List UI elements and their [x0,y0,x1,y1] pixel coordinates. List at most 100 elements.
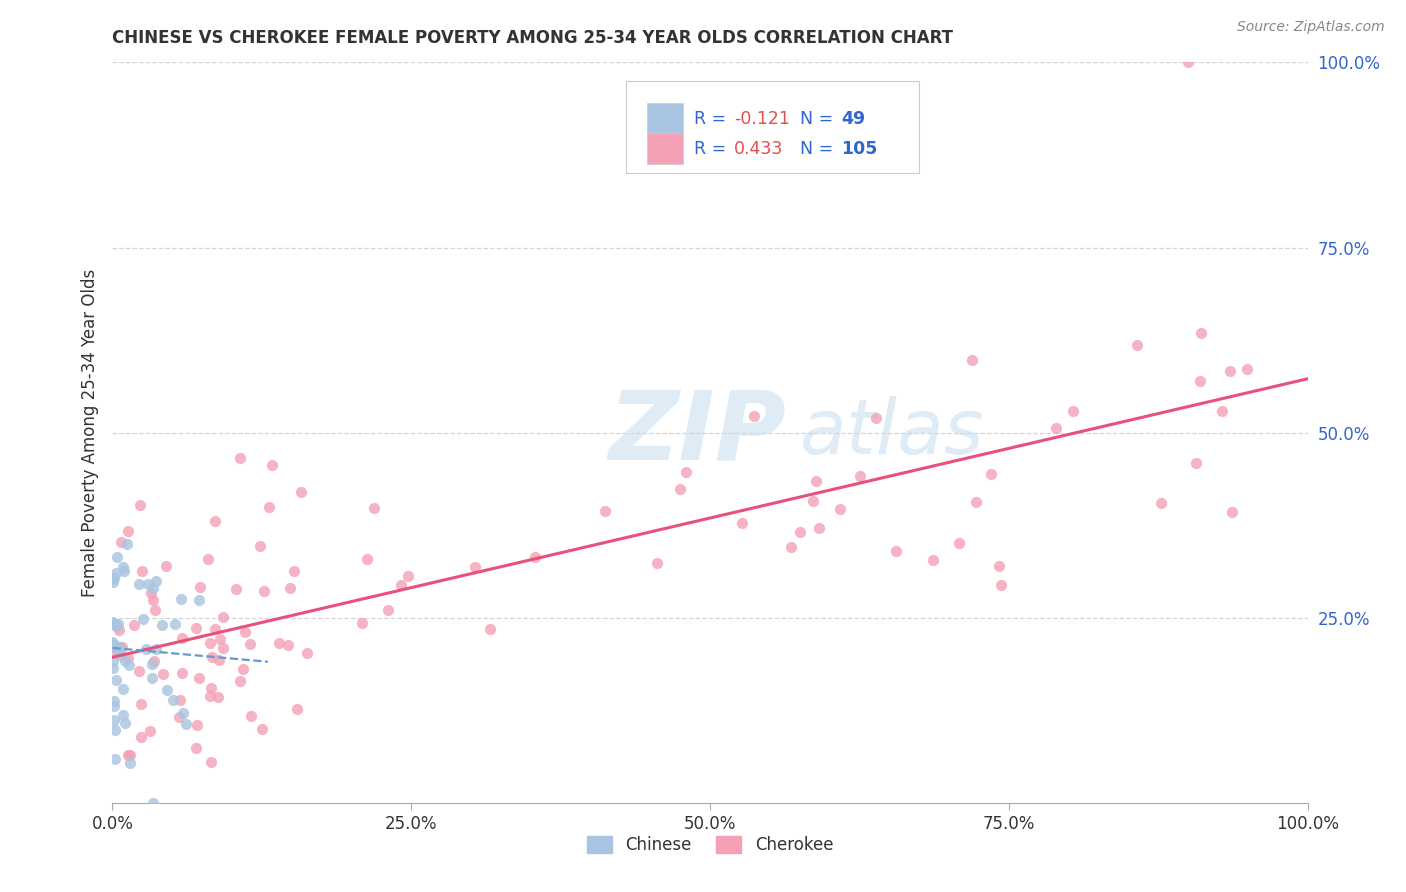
Text: N =: N = [800,139,838,158]
Point [118,756,141,771]
Point [105,566,128,580]
Point [948,536,970,550]
Point [229,451,252,466]
Point [801,493,824,508]
Point [142,796,165,810]
Point [965,495,987,509]
Point [129,730,152,744]
Point [104,723,127,738]
Point [669,482,692,496]
Point [104,616,127,631]
Point [290,485,312,500]
Point [257,500,280,515]
Point [1185,456,1208,470]
Point [200,689,222,703]
Point [1188,374,1211,388]
Point [297,646,319,660]
Point [111,560,134,574]
Point [112,564,135,578]
Point [1126,338,1149,352]
Point [208,652,231,666]
Point [135,642,157,657]
Point [101,635,124,649]
Text: R =: R = [695,139,733,158]
Point [283,564,305,578]
Point [108,648,131,662]
Point [152,667,174,681]
Point [250,722,273,736]
Legend: Chinese, Cherokee: Chinese, Cherokee [581,830,839,861]
Point [200,681,222,695]
Point [1149,495,1171,509]
Point [1222,505,1244,519]
Point [186,741,208,756]
Point [103,571,125,585]
Point [145,642,167,657]
Point [104,619,127,633]
Point [188,671,211,685]
Point [200,755,222,769]
Text: 105: 105 [842,139,877,158]
Point [142,592,165,607]
Point [165,616,187,631]
Point [104,618,127,632]
Point [675,466,697,480]
Point [103,645,125,659]
Point [464,560,486,574]
Point [143,655,166,669]
Point [479,622,502,636]
Point [111,682,134,697]
Point [980,467,1002,482]
Text: atlas: atlas [800,396,984,469]
Point [105,550,128,565]
Point [960,352,983,367]
Point [170,591,193,606]
Point [204,514,226,528]
Point [101,575,124,590]
Point [789,524,811,539]
Point [174,717,197,731]
Point [922,553,945,567]
Point [117,524,139,539]
Text: R =: R = [695,110,733,128]
Point [141,586,163,600]
Point [103,694,125,708]
Point [229,674,252,689]
Point [212,641,235,656]
Point [128,498,150,512]
Point [186,718,208,732]
Y-axis label: Female Poverty Among 25-34 Year Olds: Female Poverty Among 25-34 Year Olds [80,268,98,597]
Text: ZIP: ZIP [609,386,786,479]
Point [593,503,616,517]
Point [201,649,224,664]
Point [114,715,136,730]
Point [197,552,219,566]
Point [1236,362,1258,376]
Point [267,635,290,649]
Point [350,616,373,631]
Point [828,501,851,516]
Point [145,574,167,589]
Point [162,692,184,706]
Point [105,641,128,656]
Point [101,660,124,674]
Point [285,702,308,716]
Point [239,637,262,651]
Point [103,637,125,651]
Point [232,662,254,676]
Bar [647,103,682,135]
Text: -0.121: -0.121 [734,110,790,128]
Point [104,752,127,766]
Point [253,584,276,599]
Point [1219,364,1241,378]
Point [131,612,153,626]
Point [128,576,150,591]
Point [209,632,232,646]
Point [188,581,211,595]
Point [225,582,247,597]
Point [363,500,385,515]
Text: 49: 49 [842,110,866,128]
Point [103,713,125,727]
Point [110,640,132,654]
Point [143,602,166,616]
